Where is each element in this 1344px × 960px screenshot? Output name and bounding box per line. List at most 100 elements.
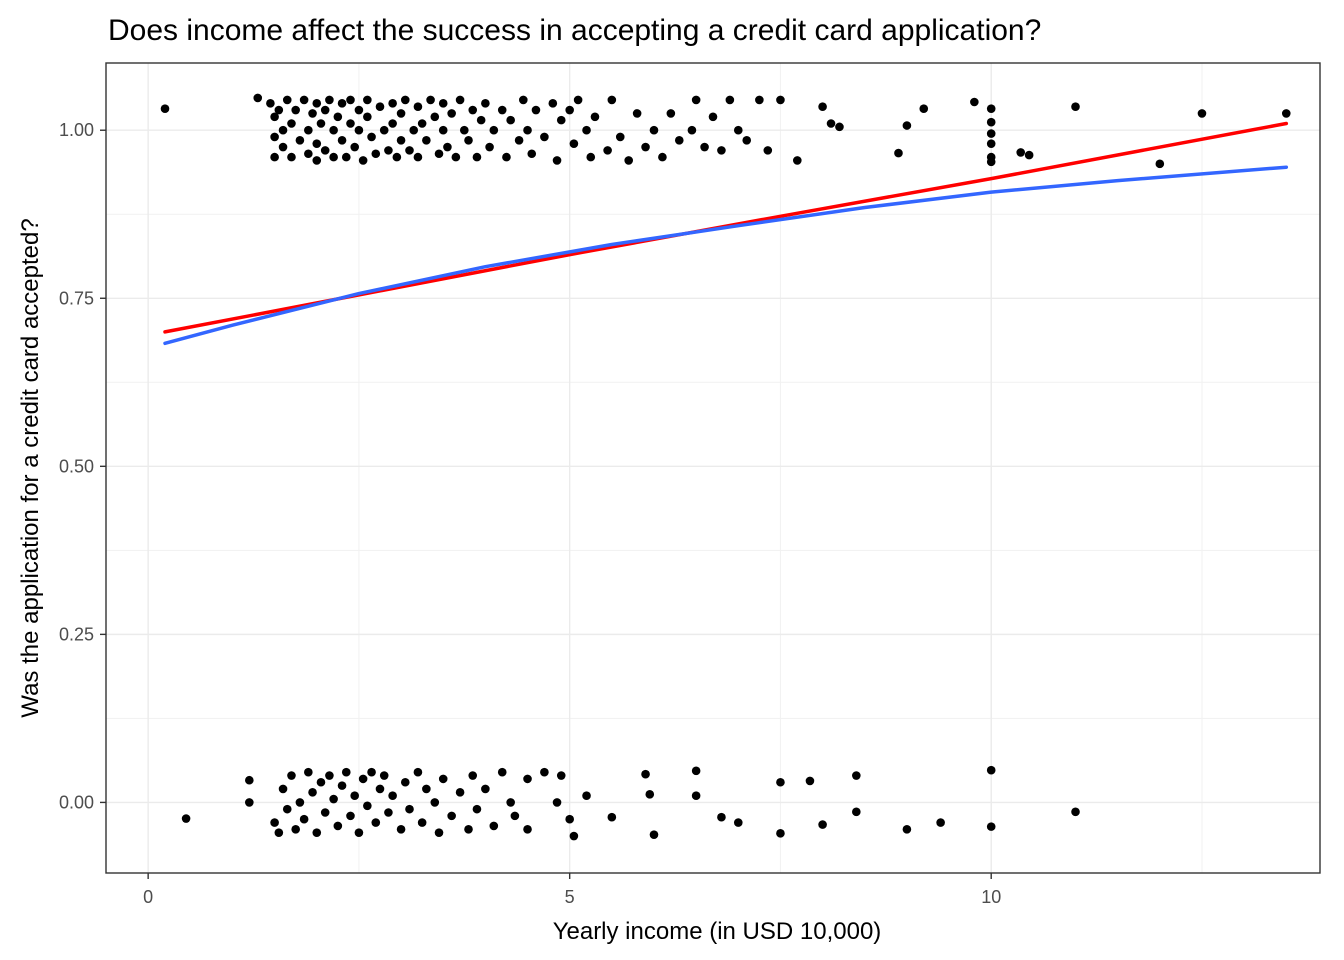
data-point	[270, 132, 279, 142]
trend-line	[163, 165, 1289, 346]
data-point	[649, 125, 659, 135]
data-point	[253, 93, 263, 103]
data-point	[582, 791, 591, 800]
data-point	[455, 788, 465, 797]
data-point	[413, 102, 423, 111]
data-point	[384, 808, 393, 817]
data-point	[312, 99, 322, 108]
data-point	[502, 152, 511, 162]
data-point	[902, 121, 912, 130]
data-point	[986, 822, 996, 831]
data-point	[245, 798, 254, 807]
data-point	[472, 804, 482, 814]
data-point	[733, 818, 743, 827]
data-point	[379, 771, 389, 780]
data-point	[379, 125, 389, 135]
data-point	[346, 119, 355, 128]
data-point	[325, 95, 334, 105]
plot-panel-border	[105, 62, 1321, 874]
data-point	[375, 784, 385, 794]
data-point	[308, 788, 317, 797]
data-point	[181, 814, 191, 823]
data-point	[409, 125, 419, 135]
data-point	[434, 828, 444, 837]
data-point	[649, 830, 659, 839]
data-point	[337, 99, 347, 108]
y-tick-label: 1.00	[59, 120, 94, 140]
data-point	[282, 804, 292, 814]
data-point	[776, 95, 785, 105]
data-point	[291, 825, 300, 834]
data-point	[510, 811, 520, 821]
data-point	[763, 146, 773, 155]
data-point	[270, 152, 279, 162]
data-point	[417, 119, 427, 128]
data-point	[733, 125, 743, 135]
data-point	[375, 102, 385, 111]
data-point	[346, 95, 355, 105]
data-point	[358, 774, 368, 784]
data-point	[417, 818, 427, 827]
data-point	[282, 95, 292, 105]
data-point	[1197, 109, 1207, 118]
data-point	[986, 117, 996, 127]
data-point	[363, 112, 372, 122]
data-point	[438, 774, 448, 784]
data-point	[476, 115, 486, 125]
data-point	[337, 781, 347, 790]
data-point	[287, 152, 296, 162]
x-tick-label: 0	[143, 887, 153, 907]
data-point	[443, 142, 452, 152]
data-point	[430, 798, 440, 807]
data-point	[641, 142, 650, 152]
data-point	[1155, 159, 1165, 169]
data-point	[472, 152, 482, 162]
data-point	[1024, 150, 1034, 160]
data-point	[986, 157, 996, 167]
data-point	[776, 829, 785, 838]
data-point	[396, 825, 406, 834]
data-point	[755, 95, 764, 105]
data-point	[299, 95, 309, 105]
data-point	[396, 109, 406, 118]
data-point	[497, 105, 507, 115]
data-point	[540, 767, 549, 777]
data-point	[818, 820, 827, 829]
data-point	[852, 771, 861, 780]
data-point	[295, 136, 305, 145]
data-point	[793, 156, 802, 165]
data-point	[700, 142, 709, 152]
data-point	[422, 136, 431, 145]
data-point	[350, 791, 360, 800]
x-tick-label: 10	[981, 887, 1001, 907]
data-point	[388, 791, 397, 800]
data-point	[287, 119, 296, 128]
data-point	[278, 125, 288, 135]
data-point	[902, 825, 912, 834]
data-point	[691, 766, 701, 776]
data-point	[274, 105, 284, 115]
data-point	[333, 112, 343, 122]
data-point	[986, 129, 996, 138]
data-point	[430, 112, 440, 122]
data-point	[687, 125, 697, 135]
data-point	[308, 109, 317, 118]
data-point	[354, 828, 364, 837]
data-point	[481, 99, 490, 108]
data-point	[392, 152, 402, 162]
data-point	[367, 132, 376, 142]
data-point	[278, 784, 288, 794]
data-point	[413, 152, 423, 162]
data-point	[569, 139, 579, 148]
data-point	[371, 149, 381, 159]
y-tick-label: 0.50	[59, 456, 94, 476]
data-point	[299, 814, 309, 824]
data-point	[363, 95, 372, 105]
data-point	[573, 95, 583, 105]
data-point	[434, 149, 444, 159]
data-point	[936, 818, 945, 827]
data-point	[278, 142, 288, 152]
data-point	[358, 156, 368, 165]
data-point	[717, 146, 726, 155]
